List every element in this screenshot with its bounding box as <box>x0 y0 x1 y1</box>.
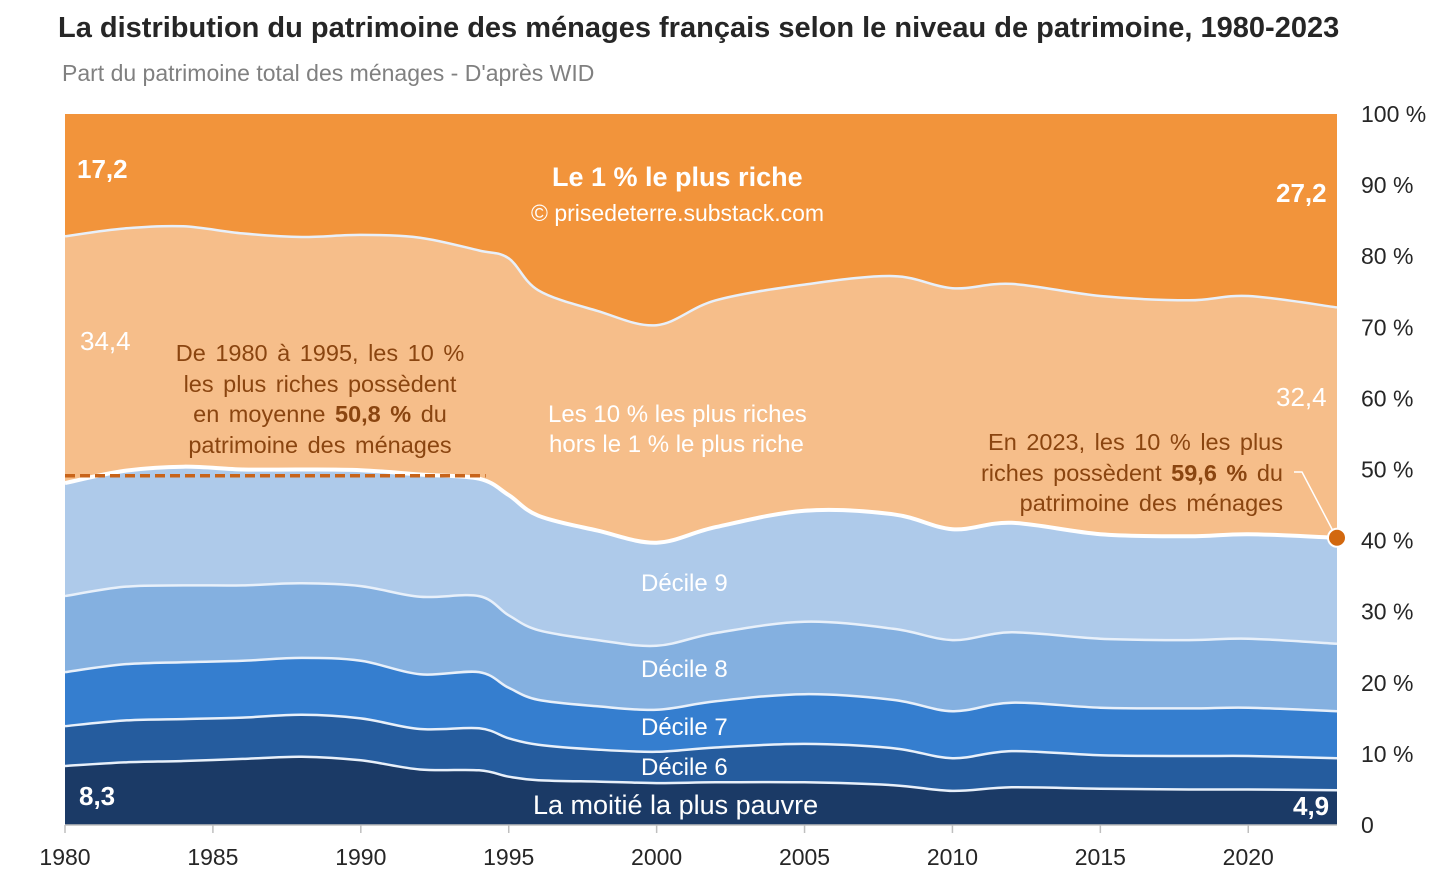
boundary-line <box>64 224 1338 327</box>
boundary-line <box>64 464 1338 545</box>
y-tick-label: 0 <box>1361 812 1374 838</box>
series-label-d8: Décile 8 <box>641 656 728 683</box>
y-tick-label: 10 % <box>1361 741 1413 767</box>
label-top1-1980: 17,2 <box>77 154 128 184</box>
annotation-2023: En 2023, les 10 % les plus riches possèd… <box>930 427 1283 519</box>
y-tick-label: 90 % <box>1361 172 1413 198</box>
y-tick-label: 50 % <box>1361 457 1413 483</box>
label-bottom50-2023: 4,9 <box>1293 791 1330 821</box>
series-label-d7: Décile 7 <box>641 714 728 741</box>
chart-title: La distribution du patrimoine des ménage… <box>58 12 1340 44</box>
annotation-leader-line <box>1294 471 1336 536</box>
x-tick-label: 2015 <box>1075 844 1126 870</box>
y-tick-label: 100 % <box>1361 101 1426 127</box>
x-tick-label: 1985 <box>187 844 238 870</box>
annotation-line: les plus riches possèdent <box>183 370 457 397</box>
label-top1-2023: 27,2 <box>1276 178 1327 208</box>
annotation-line: patrimoine des ménages <box>1019 490 1283 516</box>
annotation-line: riches possèdent 59,6 % du <box>930 458 1283 489</box>
y-tick-label: 80 % <box>1361 243 1413 269</box>
series-label-bottom50: La moitié la plus pauvre <box>533 790 819 820</box>
y-tick-label: 70 % <box>1361 314 1413 340</box>
y-tick-label: 20 % <box>1361 670 1413 696</box>
x-tick-label: 1980 <box>39 844 90 870</box>
annotation-text: du <box>1247 459 1283 486</box>
y-tick-label: 40 % <box>1361 528 1413 554</box>
x-tick-label: 2020 <box>1223 844 1274 870</box>
boundary-line <box>64 656 1338 713</box>
chart-subtitle: Part du patrimoine total des ménages - D… <box>62 60 595 86</box>
annotation-line: En 2023, les 10 % les plus <box>988 429 1283 455</box>
boundary-line <box>64 713 1338 760</box>
series-label-d6: Décile 6 <box>641 754 728 781</box>
annotation-value: 50,8 % <box>335 401 412 427</box>
x-tick-label: 2010 <box>927 844 978 870</box>
annotation-value: 59,6 % <box>1171 459 1248 486</box>
annotation-text: du <box>411 401 447 427</box>
annotation-marks-group <box>65 471 1347 548</box>
annotation-point-2023 <box>1327 527 1347 548</box>
y-tick-label: 30 % <box>1361 599 1413 625</box>
y-tick-label: 60 % <box>1361 385 1413 411</box>
annotation-text: en moyenne <box>193 401 336 427</box>
series-label-top10ex1-2: hors le 1 % le plus riche <box>549 431 804 458</box>
annotation-line: patrimoine des ménages <box>188 431 452 458</box>
annotation-1980-1995: De 1980 à 1995, les 10 % les plus riches… <box>160 338 480 460</box>
x-tick-label: 1990 <box>335 844 386 870</box>
axes-group: 1980 1985 1990 1995 2000 2005 2010 2015 2020 0 10 … <box>39 101 1426 870</box>
boundary-lines-group <box>64 224 1338 793</box>
series-label-top1: Le 1 % le plus riche <box>552 162 803 192</box>
series-label-top10ex1-1: Les 10 % les plus riches <box>548 401 807 428</box>
label-top10ex1-1980: 34,4 <box>80 326 131 356</box>
series-label-d9: Décile 9 <box>641 570 728 597</box>
annotation-line: De 1980 à 1995, les 10 % <box>175 340 465 366</box>
credit-label: © prisedeterre.substack.com <box>531 200 825 226</box>
x-tick-label: 1995 <box>483 844 534 870</box>
x-tick-label: 2005 <box>779 844 830 870</box>
boundary-line <box>64 582 1338 648</box>
x-tick-label: 2000 <box>631 844 682 870</box>
annotation-line: en moyenne 50,8 % du <box>160 399 480 430</box>
boundary-line <box>64 755 1338 793</box>
label-top10ex1-2023: 32,4 <box>1276 382 1327 412</box>
label-bottom50-1980: 8,3 <box>79 781 116 811</box>
annotation-text: riches possèdent <box>980 459 1172 486</box>
area-la-moiti-la-plus-pauvre <box>65 756 1337 825</box>
